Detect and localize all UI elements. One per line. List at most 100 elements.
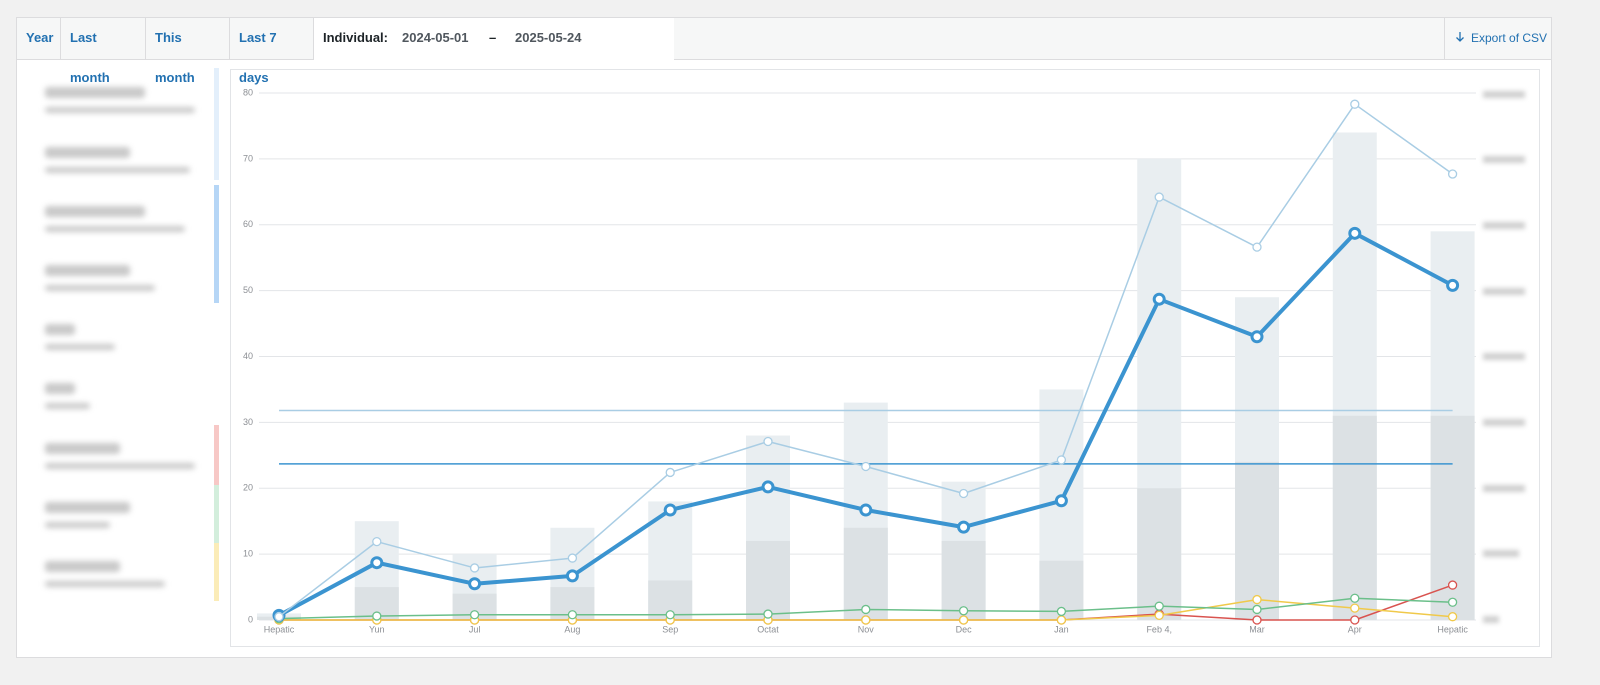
point	[1350, 593, 1360, 603]
summary-sidebar	[17, 60, 223, 605]
point	[958, 615, 969, 625]
export-button[interactable]: Export of CSV	[1444, 18, 1552, 59]
y-tick-label: 80	[243, 87, 253, 97]
right-axis-blurred	[1483, 91, 1525, 623]
point	[567, 553, 578, 563]
x-tick-label: Apr	[1348, 624, 1362, 634]
point	[372, 536, 382, 547]
point	[1056, 606, 1067, 617]
point	[1447, 580, 1458, 590]
point	[1447, 169, 1458, 179]
chart-container: 0 10 20 30 40 50 60 70 80 Hepatic Yun Jul Aug Sep Octa…	[230, 69, 1540, 647]
point	[565, 569, 579, 583]
line-series	[272, 226, 1460, 622]
point	[1250, 330, 1264, 344]
x-tick-label: Hepatic	[264, 624, 295, 634]
y-tick-label: 50	[243, 285, 253, 295]
x-tick-label: Jan	[1054, 624, 1069, 634]
point	[859, 503, 873, 517]
point	[1152, 292, 1166, 306]
point	[1154, 610, 1164, 621]
point	[1350, 99, 1360, 109]
bar	[843, 527, 888, 620]
point	[469, 610, 480, 620]
y-tick-label: 30	[243, 417, 253, 427]
x-tick-label: Mar	[1249, 624, 1265, 634]
line-series	[274, 593, 1458, 624]
point	[370, 556, 384, 570]
y-tick-label: 70	[243, 153, 253, 163]
point	[1056, 455, 1067, 465]
point	[1252, 594, 1262, 605]
custom-range: Individual: 2024-05-01 – 2025-05-24	[314, 18, 674, 60]
chart: 0 10 20 30 40 50 60 70 80 Hepatic Yun Jul Aug Sep Octa…	[243, 87, 1525, 634]
point	[1154, 192, 1164, 202]
bar	[746, 540, 790, 620]
point	[1447, 612, 1458, 622]
point	[1348, 226, 1362, 240]
x-tick-label: Dec	[956, 624, 973, 634]
y-tick-label: 60	[243, 219, 253, 229]
point	[761, 480, 775, 494]
point	[1252, 604, 1262, 615]
accent	[214, 68, 219, 180]
accent	[214, 485, 219, 543]
bar	[1332, 415, 1377, 620]
point	[1252, 615, 1262, 625]
point	[1154, 601, 1164, 611]
x-tick-label: Yun	[369, 624, 385, 634]
point	[665, 467, 675, 478]
point	[1446, 278, 1460, 292]
download-icon	[1456, 32, 1464, 42]
point	[1350, 603, 1360, 613]
end-date[interactable]: 2025-05-24	[515, 30, 582, 45]
range-separator: –	[489, 30, 497, 45]
start-date[interactable]: 2024-05-01	[402, 30, 469, 45]
point	[861, 615, 871, 625]
tab[interactable]: This month	[146, 18, 230, 85]
point	[274, 612, 284, 622]
accent	[214, 425, 219, 485]
x-tick-label: Hepatic	[1437, 624, 1468, 634]
point	[567, 610, 578, 620]
x-tick-label: Nov	[858, 624, 875, 634]
point	[1056, 615, 1067, 625]
x-tick-label: Feb 4,	[1146, 624, 1172, 634]
bar	[1137, 488, 1182, 620]
bar	[1235, 461, 1279, 620]
x-tick-label: Aug	[564, 624, 580, 634]
range-label: Individual:	[323, 30, 388, 45]
report-panel: Year Last month This month Last 7 days I…	[16, 17, 1552, 658]
point	[763, 609, 773, 619]
point	[1447, 597, 1458, 607]
point	[468, 577, 482, 591]
x-tick-label: Sep	[662, 624, 678, 634]
point	[958, 488, 969, 499]
point	[1350, 615, 1360, 625]
point	[1054, 494, 1068, 508]
toolbar: Year Last month This month Last 7 days I…	[17, 18, 1552, 85]
summary-items	[23, 60, 223, 605]
y-tick-label: 40	[243, 351, 253, 361]
line-series	[274, 99, 1458, 622]
tab[interactable]: Year	[17, 18, 61, 59]
point	[958, 606, 969, 616]
point	[861, 604, 871, 615]
point	[665, 610, 675, 620]
point	[763, 436, 773, 447]
x-tick-label: Jul	[469, 624, 481, 634]
accent	[214, 543, 219, 601]
point	[957, 520, 971, 534]
y-tick-label: 20	[243, 483, 253, 493]
x-tick-label: Octat	[757, 624, 779, 634]
point	[469, 563, 480, 573]
y-tick-label: 10	[243, 549, 253, 559]
tab[interactable]: Last month	[61, 18, 146, 85]
tab[interactable]: Last 7 days	[230, 18, 314, 85]
accent	[214, 185, 219, 303]
point	[372, 611, 382, 621]
export-label: Export of CSV	[1471, 31, 1548, 45]
point	[663, 503, 677, 517]
y-tick-label: 0	[248, 614, 253, 624]
